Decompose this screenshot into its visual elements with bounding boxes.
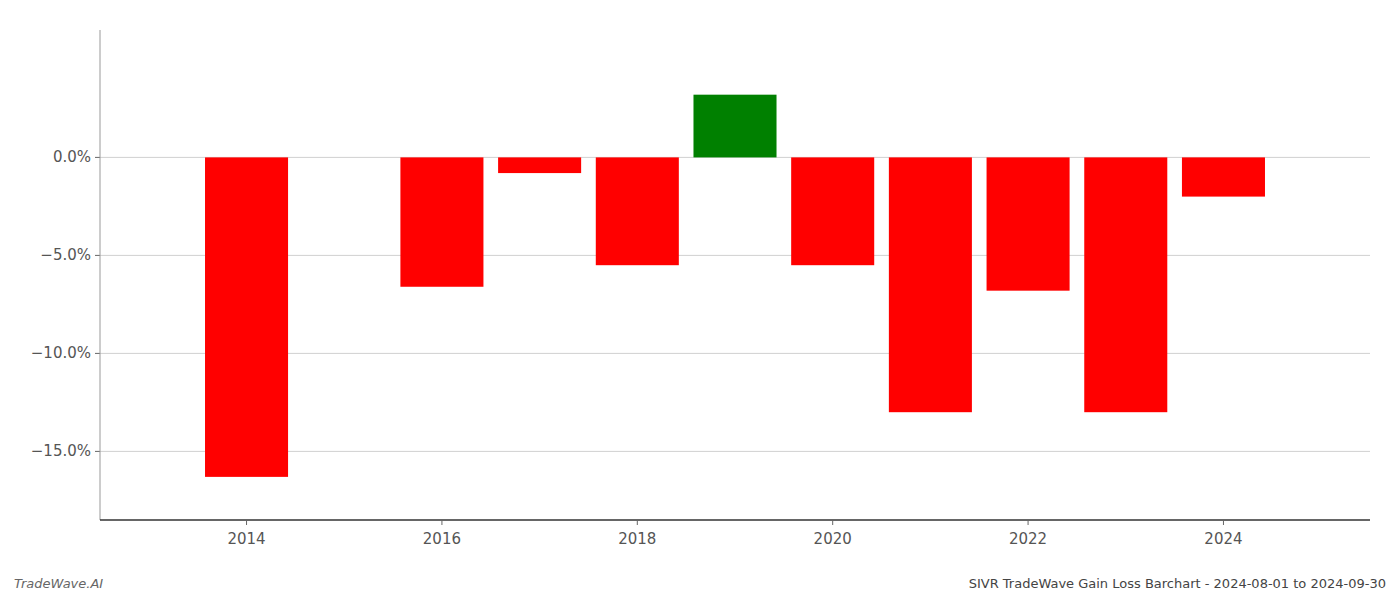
- bar: [400, 157, 483, 286]
- bar: [498, 157, 581, 173]
- background: [0, 0, 1400, 600]
- x-tick-label: 2024: [1204, 530, 1242, 548]
- y-tick: [95, 451, 100, 452]
- bar: [987, 157, 1070, 290]
- y-tick-label: 0.0%: [53, 148, 91, 166]
- y-tick: [95, 353, 100, 354]
- y-tick: [95, 255, 100, 256]
- watermark: TradeWave.AI: [14, 576, 103, 591]
- y-tick-label: −15.0%: [31, 442, 91, 460]
- title: SIVR TradeWave Gain Loss Barchart - 2024…: [969, 576, 1386, 591]
- bar: [889, 157, 972, 412]
- bar: [205, 157, 288, 476]
- x-tick: [1028, 520, 1029, 525]
- x-tick: [246, 520, 247, 525]
- x-tick: [441, 520, 442, 525]
- bar: [1084, 157, 1167, 412]
- bars: [205, 95, 1265, 477]
- x-tick-label: 2020: [814, 530, 852, 548]
- x-axis: [100, 519, 1370, 521]
- bar: [693, 95, 776, 158]
- y-tick: [95, 157, 100, 158]
- y-tick-label: −5.0%: [40, 246, 91, 264]
- bar: [596, 157, 679, 265]
- x-tick-label: 2018: [618, 530, 656, 548]
- grid-line: [100, 255, 1370, 256]
- x-tick-label: 2016: [423, 530, 461, 548]
- y-axis: [100, 30, 101, 520]
- y-tick-label: −10.0%: [31, 344, 91, 362]
- grid-line: [100, 353, 1370, 354]
- x-tick: [1223, 520, 1224, 525]
- bar: [1182, 157, 1265, 196]
- x-tick: [832, 520, 833, 525]
- grid-line: [100, 451, 1370, 452]
- bar: [791, 157, 874, 265]
- x-tick-label: 2022: [1009, 530, 1047, 548]
- x-tick-label: 2014: [227, 530, 265, 548]
- chart: 0.0% −5.0% −10.0% −15.0% 2014 2016 2018 2020 202…: [0, 0, 1400, 600]
- x-tick: [637, 520, 638, 525]
- grid: [100, 157, 1370, 451]
